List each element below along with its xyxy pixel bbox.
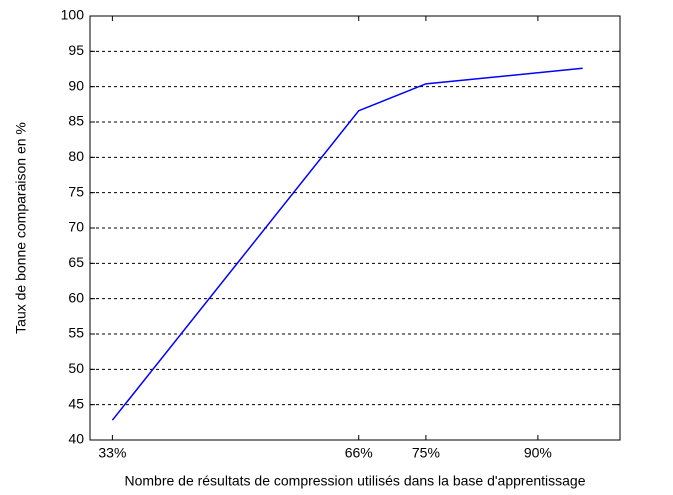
- x-tick-label: 75%: [412, 445, 440, 461]
- y-tick-label: 95: [68, 42, 84, 58]
- data-line: [111, 67, 583, 421]
- y-tick-label: 90: [68, 77, 84, 93]
- y-tick-label: 50: [68, 360, 84, 376]
- y-tick-label: 70: [68, 219, 84, 235]
- x-tick-label: 66%: [345, 445, 373, 461]
- y-tick-label: 100: [61, 7, 85, 23]
- y-axis-label: Taux de bonne comparaison en %: [13, 122, 29, 334]
- y-tick-label: 40: [68, 431, 84, 447]
- y-tick-label: 80: [68, 148, 84, 164]
- x-axis-label: Nombre de résultats de compression utili…: [124, 473, 585, 489]
- y-tick-label: 85: [68, 113, 84, 129]
- y-tick-label: 75: [68, 183, 84, 199]
- plot-frame: [89, 15, 621, 441]
- y-tick-label: 55: [68, 325, 84, 341]
- x-tick-label: 33%: [98, 445, 126, 461]
- x-tick-label: 90%: [524, 445, 552, 461]
- y-tick-label: 60: [68, 289, 84, 305]
- y-tick-label: 65: [68, 254, 84, 270]
- y-tick-label: 45: [68, 395, 84, 411]
